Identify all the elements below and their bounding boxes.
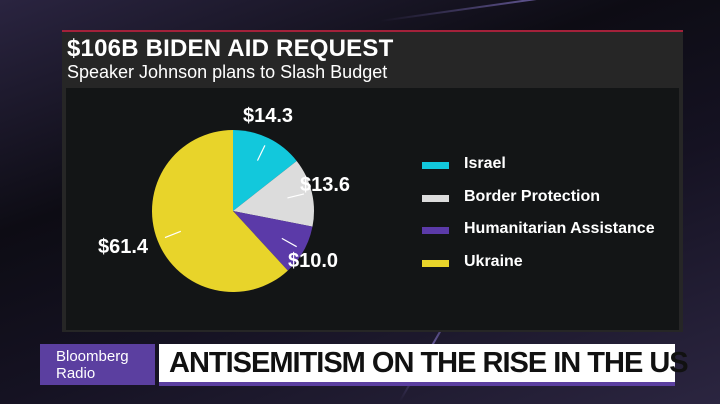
data-label-israel: $14.3 [243,105,294,127]
data-label-humanitarian: $10.0 [288,250,339,272]
data-label-border-protection: $13.6 [300,174,351,196]
brand-line-1: Bloomberg [56,348,129,365]
leader-line-humanitarian [281,237,297,248]
chart-subtitle: Speaker Johnson plans to Slash Budget [67,62,388,82]
pie-slice-humanitarian [233,211,313,271]
pie-slice-ukraine [152,130,288,292]
legend-label-humanitarian: Humanitarian Assistance [464,220,655,237]
legend-label-ukraine: Ukraine [464,253,523,270]
pie-slice-israel [233,130,297,211]
brand-line-2: Radio [56,365,96,382]
leader-line-ukraine [164,230,182,239]
data-label-ukraine: $61.4 [98,236,149,258]
pie-slice-border-protection [233,160,315,227]
legend-label-israel: Israel [464,155,506,172]
leader-line-border-protection [287,193,305,199]
legend-swatch-israel [422,162,449,169]
legend-swatch-ukraine [422,260,449,267]
legend-swatch-border-protection [422,195,449,202]
chart-title: $106B BIDEN AID REQUEST [67,35,394,62]
bloomberg-radio-logo: Bloomberg Radio [40,344,155,385]
legend-label-border-protection: Border Protection [464,188,601,205]
headline-banner: ANTISEMITISM ON THE RISE IN THE US [159,344,689,386]
leader-line-israel [256,145,266,161]
legend-swatch-humanitarian [422,227,449,234]
